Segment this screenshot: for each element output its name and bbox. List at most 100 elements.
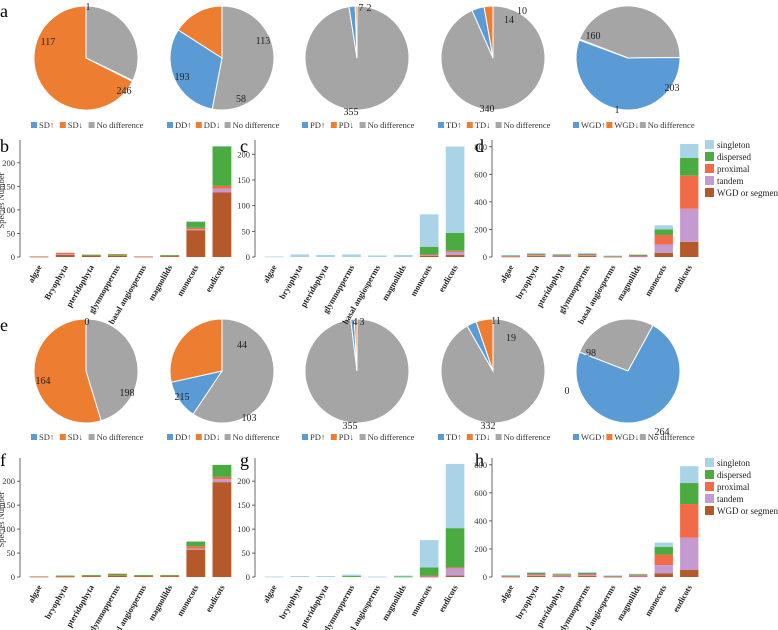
bar-h-glymnopperms-wgd	[578, 576, 597, 577]
bar-f-eudicots-proximal	[212, 476, 232, 480]
pie-5-value-label: 203	[665, 83, 680, 94]
panel-letter-e: e	[0, 315, 8, 335]
bar-f-glymnopperms-wgd	[108, 575, 127, 577]
y-tick-label-g: 100	[237, 524, 250, 534]
y-tick-label-g: 50	[242, 548, 251, 558]
x-tick-label-g: eudicots	[436, 582, 460, 613]
bar-c-eudicots-dispersed	[445, 232, 465, 251]
pie-7-legend-swatch	[224, 434, 231, 440]
bar-d-magnolilds-tandem	[629, 255, 648, 257]
bar-h-bryophyta-singleton	[527, 572, 546, 573]
bar-h-eudicots-wgd	[680, 569, 699, 577]
bar-c-glymnopperms-singleton	[342, 254, 361, 257]
x-tick-label-b: Bryophyta	[42, 262, 70, 301]
pie-7-slice-nodiff	[192, 318, 275, 424]
pie-7-value-label: 44	[237, 340, 247, 351]
legend-h-swatch	[705, 458, 714, 467]
bar-d-eudicots-proximal	[680, 175, 699, 209]
bar-h-basal-angiosperms-proximal	[603, 576, 622, 577]
bar-h-pteridophyta-wgd	[552, 576, 571, 578]
pie-1-slice-down	[33, 5, 134, 111]
pie-2-legend-swatch	[167, 122, 173, 128]
bar-g-basal-angiosperms-singleton	[368, 576, 387, 578]
bar-f-monocots-tandem	[186, 548, 206, 550]
bar-f-monocots-proximal	[186, 546, 206, 549]
legend-h-label: proximal	[717, 482, 750, 492]
pie-2-legend-label: No difference	[233, 120, 280, 130]
bar-f-eudicots-tandem	[212, 479, 232, 483]
bar-h-monocots-singleton	[654, 542, 673, 547]
pie-9-legend-swatch	[495, 434, 502, 440]
bar-d-magnolilds-dispersed	[629, 254, 648, 256]
x-tick-label-b: magnolilds	[146, 262, 175, 302]
bar-h-bryophyta-tandem	[527, 575, 546, 577]
pie-3-legend-label: PD↓	[339, 120, 354, 130]
pie-1-legend-swatch	[59, 122, 66, 128]
bar-h-glymnopperms-proximal	[578, 574, 597, 576]
bar-h-pteridophyta-tandem	[552, 575, 571, 577]
legend-d-label: tandem	[717, 176, 744, 186]
bar-d-pteridophyta-wgd	[552, 256, 571, 257]
bar-f-magnolilds-dispersed	[160, 575, 180, 576]
pie-2-value-label: 58	[236, 94, 246, 105]
x-tick-label-c: algae	[261, 263, 279, 285]
bar-b-pteridophyta-dispersed	[81, 254, 101, 256]
pie-2-slice-nodiff	[211, 5, 275, 111]
pie-9-slice-down	[475, 318, 494, 372]
pie-3-slice-down	[354, 5, 358, 59]
bar-g-pteridophyta-singleton	[316, 576, 335, 577]
x-tick-label-f: eudicots	[203, 582, 227, 613]
pie-10-legend-label: No difference	[648, 432, 695, 442]
y-tick-label-f: 200	[2, 476, 15, 486]
pie-6-slice-down	[33, 318, 102, 424]
bar-d-eudicots-wgd	[680, 241, 699, 257]
bar-f-monocots-dispersed	[186, 541, 206, 547]
x-tick-label-h: monocots	[643, 582, 669, 617]
pie-3-legend-swatch	[330, 122, 337, 128]
pie-10-legend-swatch	[573, 434, 579, 440]
bar-g-monocots-proximal	[419, 575, 439, 577]
bar-b-pteridophyta-proximal	[81, 255, 101, 256]
pie-1-legend-label: SD↑	[39, 120, 54, 130]
y-tick-label-g: 200	[237, 476, 250, 486]
bar-f-eudicots-wgd	[212, 482, 232, 578]
panel-letter-d: d	[475, 136, 484, 156]
bar-b-eudicots-dispersed	[212, 146, 232, 186]
bar-d-algae-proximal	[501, 255, 520, 257]
bar-d-monocots-wgd	[654, 252, 673, 257]
bar-h-monocots-proximal	[654, 554, 673, 566]
legend-h-label: tandem	[717, 494, 744, 504]
bar-c-eudicots-proximal	[445, 250, 465, 252]
bar-g-bryophyta-singleton	[290, 576, 310, 577]
pie-10-legend-label: WGD↑	[581, 432, 606, 442]
bar-g-magnolilds-singleton	[394, 575, 413, 577]
legend-h-swatch	[705, 506, 714, 515]
legend-h-swatch	[705, 470, 714, 479]
y-axis-title-b: Species Number	[0, 172, 6, 228]
bar-d-pteridophyta-proximal	[552, 255, 571, 256]
y-tick-label-c: 200	[237, 149, 250, 159]
bar-g-eudicots-proximal	[445, 567, 465, 569]
pie-5-value-label: 160	[586, 31, 601, 42]
bar-h-magnolilds-dispersed	[629, 574, 648, 576]
x-tick-label-g: bryophyta	[277, 582, 305, 620]
x-tick-label-h: magnolilds	[614, 582, 643, 622]
bar-f-algae-wgd	[29, 576, 49, 578]
y-tick-label-b: 0	[11, 252, 15, 262]
x-tick-label-g: algae	[261, 583, 279, 605]
pie-5-value-label: 1	[615, 105, 620, 116]
y-axis-title-f: Species Number	[0, 491, 6, 547]
bar-h-monocots-wgd	[654, 573, 673, 577]
pie-1-legend-swatch	[31, 122, 37, 128]
x-tick-label-f: algae	[26, 583, 44, 605]
bar-b-magnolilds-dispersed	[160, 255, 180, 256]
pie-4-legend-swatch	[438, 122, 444, 128]
bar-b-eudicots-tandem	[212, 188, 232, 193]
pie-10-legend-swatch	[606, 434, 613, 440]
pie-8-value-label: 355	[343, 421, 358, 432]
bar-f-glymnopperms-dispersed	[108, 573, 127, 576]
pie-5-legend-label: WGD↑	[581, 120, 606, 130]
pie-4-value-label: 14	[504, 15, 514, 26]
y-tick-label-f: 150	[2, 500, 15, 510]
bar-h-magnolilds-tandem	[629, 575, 648, 577]
